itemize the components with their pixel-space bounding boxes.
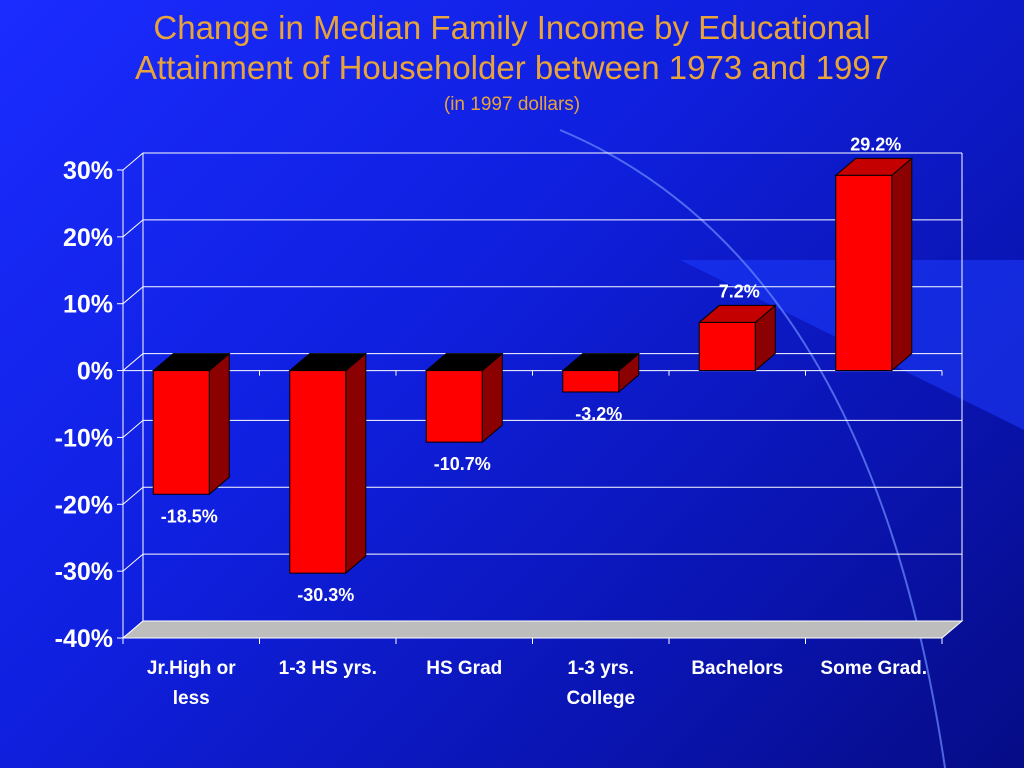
x-tick-label: HS Grad (426, 658, 502, 679)
gridline (122, 486, 962, 505)
data-label: -10.7% (434, 454, 491, 474)
slide-title-line-2: Attainment of Householder between 1973 a… (134, 49, 890, 86)
x-tick-label: College (566, 688, 635, 709)
x-tick-label: Bachelors (691, 658, 783, 679)
x-tick-label: 1-3 yrs. (567, 658, 634, 679)
y-tick-label: 0% (77, 358, 113, 386)
bar (698, 321, 756, 372)
data-label: -3.2% (575, 404, 622, 424)
y-tick-label: -20% (55, 491, 113, 519)
chart-floor (121, 620, 964, 639)
data-label: -30.3% (297, 585, 354, 605)
slide-title: Change in Median Family Income by Educat… (0, 8, 1024, 88)
y-tick-label: -30% (55, 558, 113, 586)
bar (152, 370, 210, 495)
bar (562, 370, 620, 393)
bar (425, 370, 483, 443)
gridline (122, 152, 962, 171)
x-tick-label: Jr.High or (147, 658, 236, 679)
gridline (122, 553, 962, 572)
y-tick-label: -40% (55, 625, 113, 653)
bar-side (891, 157, 913, 372)
y-tick-label: 10% (63, 291, 113, 319)
bar (835, 174, 893, 372)
y-tick-label: -10% (55, 424, 113, 452)
bar-side (345, 352, 367, 575)
data-label: 29.2% (850, 134, 901, 154)
x-tick-label: Some Grad. (820, 658, 927, 679)
data-label: -18.5% (161, 506, 218, 526)
y-tick-label: 20% (63, 224, 113, 252)
bar-side (208, 352, 230, 496)
bar (289, 370, 347, 574)
x-tick-label: 1-3 HS yrs. (279, 658, 377, 679)
gridline (122, 419, 962, 438)
slide-subtitle: (in 1997 dollars) (443, 94, 581, 115)
y-tick-label: 30% (63, 157, 113, 185)
x-tick-label: less (173, 688, 210, 709)
data-label: 7.2% (719, 281, 760, 301)
slide-title-line-1: Change in Median Family Income by Educat… (153, 9, 871, 46)
